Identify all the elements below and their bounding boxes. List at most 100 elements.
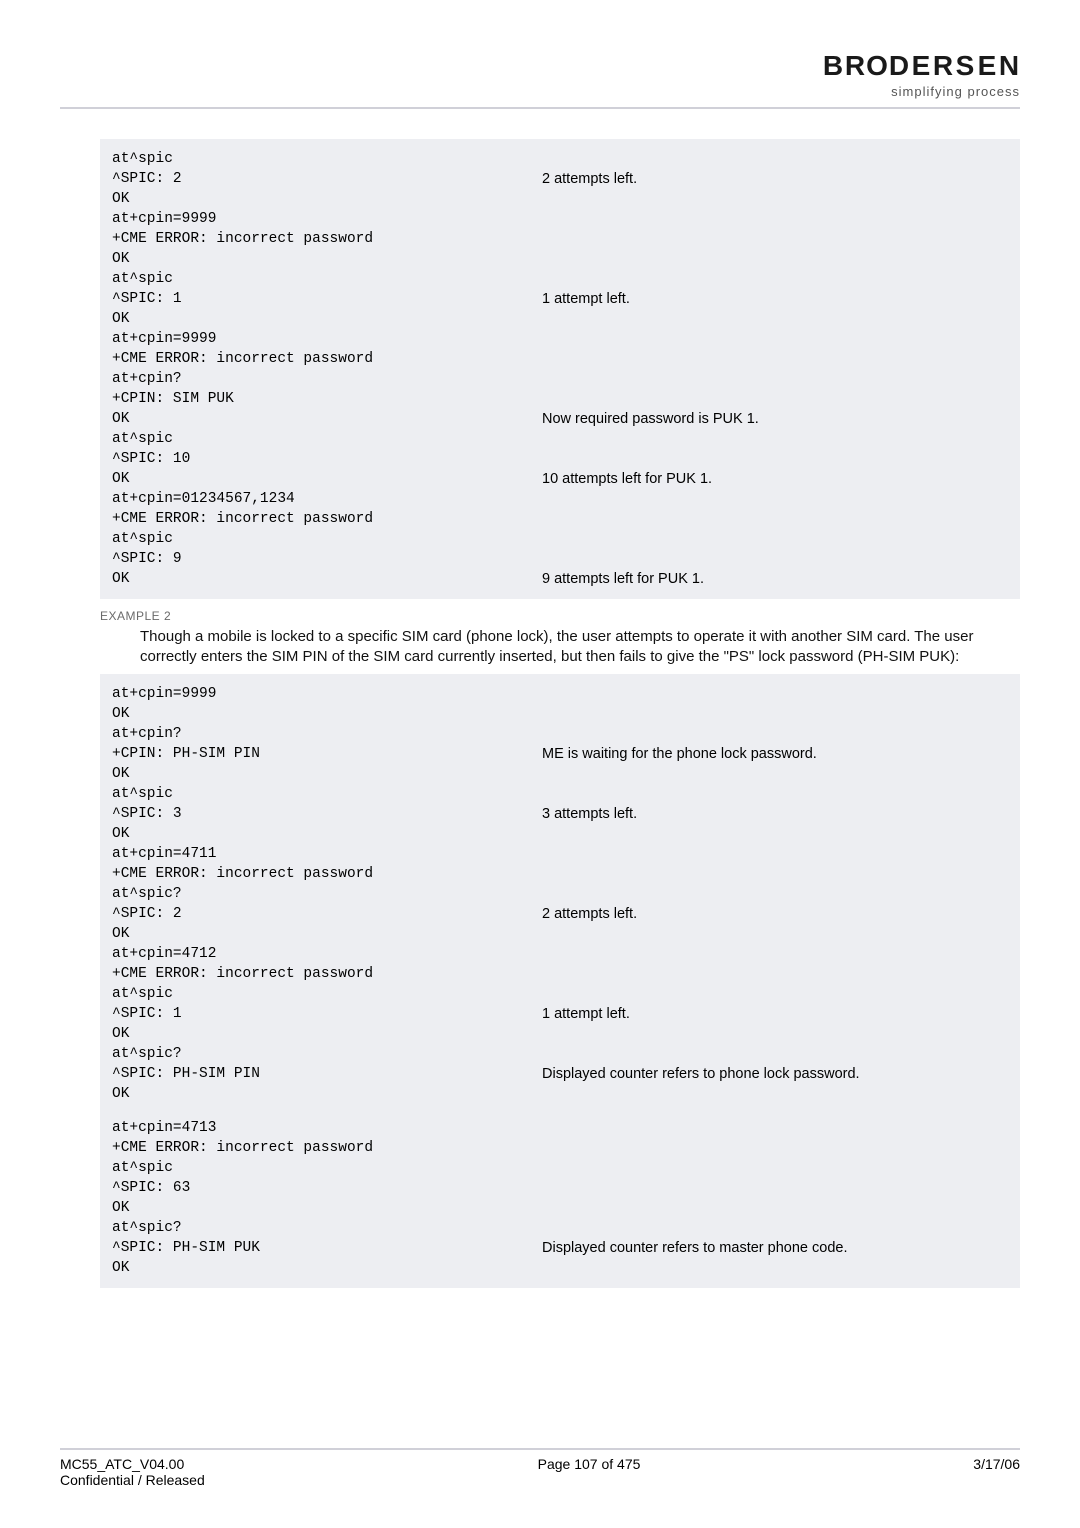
code-row: OK bbox=[112, 924, 1008, 944]
logo-block: BRODERSEN simplifying process bbox=[822, 50, 1020, 99]
example-2-label: EXAMPLE 2 bbox=[100, 609, 1020, 623]
code-row: at+cpin=9999 bbox=[112, 209, 1008, 229]
code-annotation: 9 attempts left for PUK 1. bbox=[532, 569, 704, 589]
code-row: at^spic bbox=[112, 984, 1008, 1004]
code-command: OK bbox=[112, 309, 532, 329]
code-command: OK bbox=[112, 569, 532, 589]
code-annotation: Now required password is PUK 1. bbox=[532, 409, 759, 429]
code-command: ^SPIC: PH-SIM PUK bbox=[112, 1238, 532, 1258]
code-command: at^spic? bbox=[112, 1044, 532, 1064]
code-row: OK bbox=[112, 249, 1008, 269]
code-command: ^SPIC: 10 bbox=[112, 449, 532, 469]
code-command: ^SPIC: 9 bbox=[112, 549, 532, 569]
code-row: OK10 attempts left for PUK 1. bbox=[112, 469, 1008, 489]
code-row: at+cpin? bbox=[112, 369, 1008, 389]
code-command: OK bbox=[112, 189, 532, 209]
code-command: OK bbox=[112, 764, 532, 784]
code-row: at^spic bbox=[112, 149, 1008, 169]
code-row: ^SPIC: 11 attempt left. bbox=[112, 1004, 1008, 1024]
logo-letter: R bbox=[932, 50, 954, 82]
code-command: at^spic? bbox=[112, 1218, 532, 1238]
code-row: at^spic bbox=[112, 784, 1008, 804]
footer-date: 3/17/06 bbox=[973, 1456, 1020, 1488]
code-command: at^spic bbox=[112, 784, 532, 804]
code-command: at+cpin=9999 bbox=[112, 684, 532, 704]
code-command: ^SPIC: 1 bbox=[112, 1004, 532, 1024]
code-row: at^spic? bbox=[112, 884, 1008, 904]
code-block-1: at^spic^SPIC: 22 attempts left.OKat+cpin… bbox=[100, 139, 1020, 599]
code-command: OK bbox=[112, 1024, 532, 1044]
code-command: at^spic bbox=[112, 1158, 532, 1178]
code-block-2: at+cpin=9999OKat+cpin?+CPIN: PH-SIM PINM… bbox=[100, 674, 1020, 1288]
logo-letter: E bbox=[976, 50, 998, 82]
code-row: OK bbox=[112, 1024, 1008, 1044]
doc-id: MC55_ATC_V04.00 bbox=[60, 1456, 205, 1472]
code-command: OK bbox=[112, 409, 532, 429]
page-header: BRODERSEN simplifying process bbox=[60, 50, 1020, 109]
code-row: ^SPIC: 22 attempts left. bbox=[112, 904, 1008, 924]
code-row: at^spic bbox=[112, 269, 1008, 289]
code-command: +CME ERROR: incorrect password bbox=[112, 964, 532, 984]
code-command: OK bbox=[112, 1084, 532, 1104]
code-row: at+cpin=9999 bbox=[112, 684, 1008, 704]
code-row: ^SPIC: PH-SIM PINDisplayed counter refer… bbox=[112, 1064, 1008, 1084]
code-row: at+cpin=4713 bbox=[112, 1118, 1008, 1138]
code-command: OK bbox=[112, 1198, 532, 1218]
code-row: OK bbox=[112, 1258, 1008, 1278]
code-command: +CPIN: SIM PUK bbox=[112, 389, 532, 409]
code-command: ^SPIC: 3 bbox=[112, 804, 532, 824]
code-annotation: 10 attempts left for PUK 1. bbox=[532, 469, 712, 489]
code-annotation: 3 attempts left. bbox=[532, 804, 637, 824]
code-command: OK bbox=[112, 924, 532, 944]
code-row: +CME ERROR: incorrect password bbox=[112, 349, 1008, 369]
logo-tagline: simplifying process bbox=[822, 84, 1020, 99]
code-command: at^spic? bbox=[112, 884, 532, 904]
code-command: at+cpin=4712 bbox=[112, 944, 532, 964]
code-annotation: 1 attempt left. bbox=[532, 1004, 630, 1024]
page-footer: MC55_ATC_V04.00 Confidential / Released … bbox=[60, 1448, 1020, 1488]
logo-letter: D bbox=[888, 50, 910, 82]
code-command: at+cpin? bbox=[112, 369, 532, 389]
footer-left: MC55_ATC_V04.00 Confidential / Released bbox=[60, 1456, 205, 1488]
logo-letter: O bbox=[866, 50, 888, 82]
footer-page-number: Page 107 of 475 bbox=[538, 1456, 641, 1488]
logo-letter: E bbox=[910, 50, 932, 82]
code-row: ^SPIC: 11 attempt left. bbox=[112, 289, 1008, 309]
code-row: ^SPIC: 33 attempts left. bbox=[112, 804, 1008, 824]
code-command: at^spic bbox=[112, 269, 532, 289]
logo-letter: R bbox=[844, 50, 866, 82]
code-command: at+cpin=01234567,1234 bbox=[112, 489, 532, 509]
code-command: +CME ERROR: incorrect password bbox=[112, 1138, 532, 1158]
code-command: +CME ERROR: incorrect password bbox=[112, 349, 532, 369]
code-command: at+cpin? bbox=[112, 724, 532, 744]
code-row: +CPIN: PH-SIM PINME is waiting for the p… bbox=[112, 744, 1008, 764]
code-row: at^spic bbox=[112, 429, 1008, 449]
code-row: at^spic bbox=[112, 1158, 1008, 1178]
code-command: at+cpin=4711 bbox=[112, 844, 532, 864]
code-row: at^spic bbox=[112, 529, 1008, 549]
code-row: OK bbox=[112, 309, 1008, 329]
code-row: ^SPIC: 10 bbox=[112, 449, 1008, 469]
code-row: at^spic? bbox=[112, 1044, 1008, 1064]
code-command: +CME ERROR: incorrect password bbox=[112, 229, 532, 249]
code-command: at+cpin=9999 bbox=[112, 209, 532, 229]
code-command: at+cpin=9999 bbox=[112, 329, 532, 349]
code-command: OK bbox=[112, 249, 532, 269]
code-row: at+cpin=4711 bbox=[112, 844, 1008, 864]
code-annotation: 1 attempt left. bbox=[532, 289, 630, 309]
code-row: at+cpin=01234567,1234 bbox=[112, 489, 1008, 509]
code-command: +CME ERROR: incorrect password bbox=[112, 509, 532, 529]
code-row: OK bbox=[112, 704, 1008, 724]
code-row: at+cpin? bbox=[112, 724, 1008, 744]
code-annotation: 2 attempts left. bbox=[532, 904, 637, 924]
code-row bbox=[112, 1104, 1008, 1118]
code-command: ^SPIC: 2 bbox=[112, 904, 532, 924]
code-command: at^spic bbox=[112, 429, 532, 449]
code-row: OK bbox=[112, 1198, 1008, 1218]
code-row: OK bbox=[112, 1084, 1008, 1104]
code-row: at+cpin=4712 bbox=[112, 944, 1008, 964]
code-command: at^spic bbox=[112, 529, 532, 549]
code-row: +CME ERROR: incorrect password bbox=[112, 864, 1008, 884]
code-row: OKNow required password is PUK 1. bbox=[112, 409, 1008, 429]
logo-letter: B bbox=[822, 50, 844, 82]
